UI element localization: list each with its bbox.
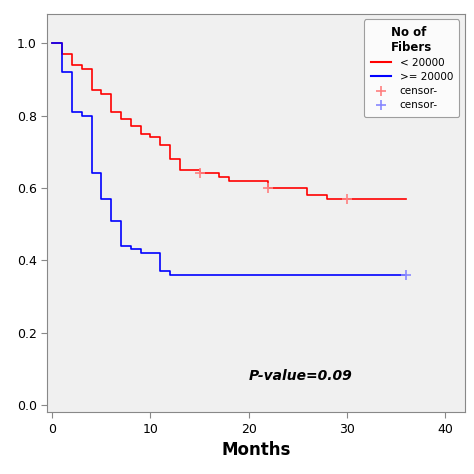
X-axis label: Months: Months [221, 441, 291, 459]
Legend: < 20000, >= 20000, censor-, censor-: < 20000, >= 20000, censor-, censor- [365, 19, 459, 117]
Text: P-value=0.09: P-value=0.09 [248, 369, 352, 383]
